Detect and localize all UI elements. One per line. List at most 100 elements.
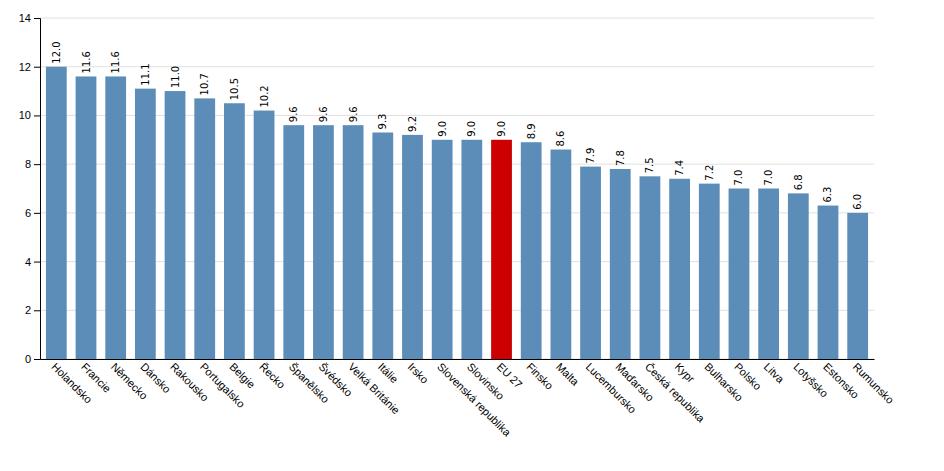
bar [640,176,661,359]
bar [194,98,215,359]
data-label: 7.0 [763,170,774,186]
data-label: 11.0 [170,66,181,88]
axis-line [34,19,41,360]
tick-mark [34,359,40,360]
tick-label: 0 [25,353,31,365]
tick: 8 [25,158,40,170]
data-label: 9.3 [377,114,388,130]
tick: Finsko [524,360,555,391]
tick: Itálie [376,360,401,385]
bar [729,189,750,360]
data-label: 7.8 [615,150,626,166]
tick-label: Itálie [376,360,401,385]
tick-label: Polsko [732,360,764,392]
bar [521,142,542,359]
data-label: 11.1 [140,63,151,85]
tick-mark [34,115,40,116]
chart: 0 2 4 6 8 10 12 14 HolandskoFrancieNěmeckoDánsko… [0,0,944,471]
tick-label: Irsko [406,360,431,385]
data-label: 9.0 [437,121,448,137]
tick-label: 8 [25,158,31,170]
y-axis: 0 2 4 6 8 10 12 14 [19,12,41,365]
data-label: 7.9 [585,148,596,164]
tick: Irsko [406,360,431,385]
tick-label: 10 [19,109,31,121]
data-label: 7.0 [733,170,744,186]
data-label: 9.0 [496,121,507,137]
bar [699,184,720,359]
data-label: 9.6 [348,106,359,122]
tick-mark [34,67,40,68]
tick-label: 6 [25,207,31,219]
data-label: 7.2 [704,165,715,181]
data-label: 10.5 [229,78,240,100]
bar [610,169,631,359]
bar [402,135,423,359]
tick-label: 2 [25,304,31,316]
bar [224,103,245,359]
data-label: 11.6 [110,51,121,73]
tick-label: Rumunsko [851,360,897,406]
tick-label: Belgie [227,360,257,390]
tick-label: Dánsko [138,360,173,395]
bar [461,140,482,359]
bar [165,91,186,359]
tick-label: 12 [19,61,31,73]
tick: 0 [25,353,40,365]
bar [788,193,809,359]
tick: Polsko [732,360,764,392]
tick-label: Finsko [524,360,555,391]
data-label: 9.6 [318,106,329,122]
bar [669,179,690,359]
data-label: 9.0 [466,121,477,137]
tick: EU 27 [495,360,525,390]
tick: 6 [25,207,40,219]
tick: 12 [19,61,40,73]
data-label: 8.9 [526,123,537,139]
tick: Rumunsko [851,360,897,406]
bar [580,167,601,359]
tick-label: Malta [554,360,582,388]
tick: Belgie [227,360,257,390]
data-label: 6.0 [852,194,863,210]
bar [818,206,839,359]
bar [254,111,275,359]
data-labels: 12.011.611.611.111.010.710.510.29.69.69.… [51,41,863,209]
tick: Francie [79,360,113,394]
data-label: 9.2 [407,116,418,132]
data-label: 7.5 [644,157,655,173]
x-axis: HolandskoFrancieNěmeckoDánskoRakouskoPor… [41,360,897,440]
tick: 4 [25,256,40,268]
tick-label: Řecko [257,360,288,391]
bar [135,89,156,359]
tick: 10 [19,109,40,121]
bar [76,76,97,359]
bar [847,213,868,359]
grid-line [40,18,874,19]
bar [491,140,512,359]
bar [550,150,571,359]
tick: Řecko [257,360,288,391]
tick: Česká republika [643,360,708,425]
grid [40,18,874,359]
tick: Dánsko [138,360,173,395]
tick-label: 14 [19,12,31,24]
bar [283,125,304,359]
bar [372,132,393,359]
data-label: 10.2 [259,85,270,107]
tick-label: Litva [762,360,788,386]
tick: Kypr [673,360,698,385]
axis-line [41,359,875,360]
bar [758,189,779,360]
data-label: 6.8 [793,174,804,190]
tick: Velká Británie [346,360,402,416]
tick: Malta [554,360,582,388]
tick-label: Francie [79,360,113,394]
tick-label: EU 27 [495,360,525,390]
bar [105,76,126,359]
bar [46,67,67,359]
tick-label: Kypr [673,360,698,385]
tick-mark [34,18,40,19]
tick-mark [34,164,40,165]
bar [313,125,334,359]
